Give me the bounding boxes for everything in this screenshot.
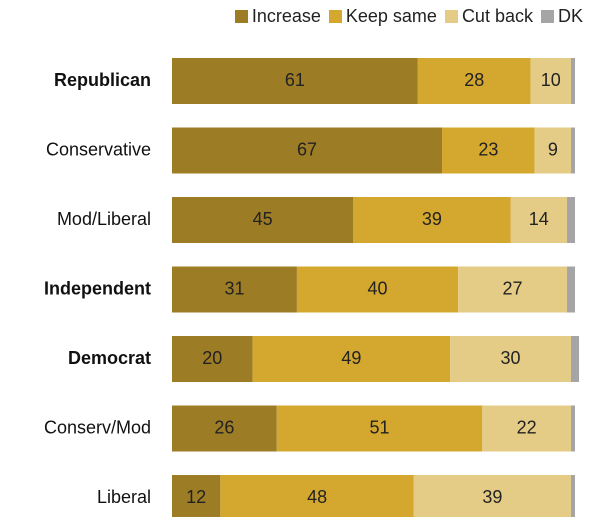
legend-label-keep-same: Keep same [345, 6, 437, 26]
legend-item-increase: Increase [234, 6, 321, 27]
chart-legend: Increase Keep same Cut back DK [0, 6, 583, 27]
bar-segment-independent-keep-same [296, 266, 459, 313]
bar-segment-conservative-increase [172, 127, 443, 174]
bar-segment-conservative-keep-same [442, 127, 535, 174]
value-label-conservative-keep-same: 23 [478, 139, 498, 159]
legend-item-cut-back: Cut back [444, 6, 533, 27]
category-label-independent: Independent [44, 278, 151, 298]
value-label-conservative-increase: 67 [297, 139, 317, 159]
bar-segment-liberal-dk [570, 475, 575, 517]
legend-label-cut-back: Cut back [461, 6, 533, 26]
value-label-republican-increase: 61 [285, 70, 305, 90]
value-label-mod-liberal-increase: 45 [253, 209, 273, 229]
legend-item-dk: DK [540, 6, 583, 27]
bar-segment-republican-cut-back [530, 58, 571, 104]
value-label-conserv-mod-increase: 26 [214, 417, 234, 437]
value-label-conserv-mod-keep-same: 51 [370, 417, 390, 437]
category-label-mod-liberal: Mod/Liberal [57, 209, 151, 229]
category-label-conserv-mod: Conserv/Mod [44, 417, 151, 437]
value-label-mod-liberal-cut-back: 14 [529, 209, 549, 229]
value-label-republican-keep-same: 28 [464, 70, 484, 90]
legend-swatch-increase [234, 10, 248, 23]
legend-label-increase: Increase [251, 6, 321, 26]
value-label-mod-liberal-keep-same: 39 [422, 209, 442, 229]
value-label-liberal-cut-back: 39 [482, 487, 502, 507]
legend-label-dk: DK [557, 6, 583, 26]
bar-segment-liberal-keep-same [220, 475, 414, 517]
bar-segment-conservative-cut-back [534, 127, 571, 174]
value-label-independent-increase: 31 [224, 278, 244, 298]
bar-segment-conserv-mod-keep-same [276, 405, 483, 452]
category-label-liberal: Liberal [97, 487, 151, 507]
value-label-independent-keep-same: 40 [368, 278, 388, 298]
category-label-conservative: Conservative [46, 139, 151, 159]
bar-segment-republican-increase [172, 58, 418, 104]
bar-segment-conserv-mod-dk [570, 405, 575, 452]
bar-segment-democrat-keep-same [252, 336, 451, 382]
value-label-conservative-cut-back: 9 [548, 139, 558, 159]
bar-segment-mod-liberal-dk [566, 197, 575, 243]
value-label-republican-cut-back: 10 [541, 70, 561, 90]
legend-swatch-dk [540, 10, 554, 23]
bar-segment-conserv-mod-cut-back [482, 405, 571, 452]
value-label-independent-cut-back: 27 [503, 278, 523, 298]
value-label-conserv-mod-cut-back: 22 [517, 417, 537, 437]
bar-segment-republican-dk [570, 58, 575, 104]
legend-item-keep-same: Keep same [328, 6, 437, 27]
value-label-liberal-increase: 12 [186, 487, 206, 507]
bar-segment-democrat-cut-back [450, 336, 571, 382]
bar-segment-conservative-dk [570, 127, 575, 174]
legend-swatch-keep-same [328, 10, 342, 23]
value-label-democrat-cut-back: 30 [501, 348, 521, 368]
legend-swatch-cut-back [444, 10, 458, 23]
bar-segment-independent-increase [172, 266, 297, 313]
bar-segment-mod-liberal-increase [172, 197, 354, 243]
bar-segment-independent-dk [566, 266, 575, 313]
bar-segment-republican-keep-same [417, 58, 531, 104]
bar-segment-conserv-mod-increase [172, 405, 277, 452]
bar-segment-independent-cut-back [458, 266, 567, 313]
value-label-democrat-increase: 20 [202, 348, 222, 368]
bar-segment-democrat-dk [570, 336, 580, 382]
bar-segment-mod-liberal-keep-same [353, 197, 511, 243]
value-label-democrat-keep-same: 49 [341, 348, 361, 368]
bar-segment-mod-liberal-cut-back [510, 197, 567, 243]
bar-segment-liberal-cut-back [413, 475, 571, 517]
value-label-liberal-keep-same: 48 [307, 487, 327, 507]
category-label-republican: Republican [54, 70, 151, 90]
category-label-democrat: Democrat [68, 348, 151, 368]
bar-segment-liberal-increase [172, 475, 221, 517]
bar-segment-democrat-increase [172, 336, 253, 382]
